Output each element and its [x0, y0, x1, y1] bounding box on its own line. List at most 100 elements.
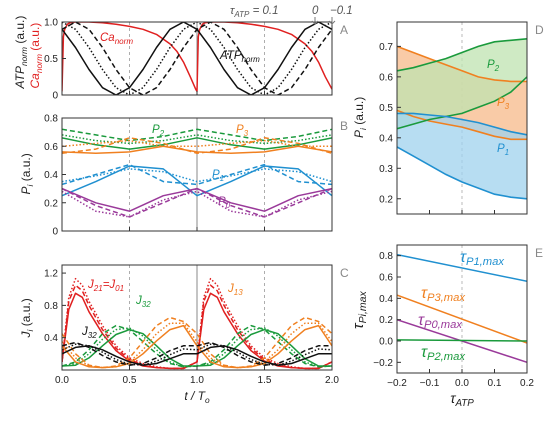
y-tick-label: 0.3 [379, 164, 393, 175]
annotation: J21=J01 [87, 279, 124, 293]
band-P2 [397, 38, 527, 129]
series-line [62, 292, 332, 370]
y-tick-label: 0.7 [379, 42, 393, 53]
annotation: τP0,max [418, 312, 462, 331]
annotation: τP2,max [421, 344, 465, 363]
y-axis-label: ATPnorm (a.u.) [13, 16, 29, 90]
annotation: τP1,max [460, 249, 504, 268]
y-tick-label: 1.2 [44, 269, 58, 280]
x-tick-label: 0.1 [488, 378, 502, 389]
y-tick-label: 0 [52, 91, 58, 102]
y-tick-label: 0.8 [44, 114, 58, 125]
band-edge-P2-lower [397, 76, 527, 130]
y-axis-label: τPi,max [350, 291, 369, 329]
annotation: J13 [227, 283, 243, 297]
series-line [62, 341, 332, 366]
band-edge-P1-upper [397, 112, 527, 136]
y-tick-label: 0.6 [379, 72, 393, 83]
band-edge-P3-upper [397, 45, 527, 83]
series-line [62, 187, 332, 212]
series-line [62, 345, 332, 366]
y-tick-label: 1.0 [44, 18, 58, 29]
x-tick-label: 1.0 [190, 375, 204, 386]
y-axis-label: Pi (a.u.) [352, 97, 368, 138]
panel-B: 0 0.2 0.4 0.6 0.8 B Pi (a.u.) P2 P3 P1 P0 [19, 114, 348, 238]
series-line [62, 137, 332, 155]
band-edge-P3-lower [397, 109, 527, 141]
x-tick-label: 0.0 [455, 378, 469, 389]
y-tick-label: 0.6 [379, 273, 393, 284]
annotation: τATP = 0.1 [230, 5, 278, 19]
x-tick-label: −0.2 [387, 378, 407, 389]
y-tick-label: 0.8 [379, 251, 393, 262]
annotation: P2 [487, 59, 500, 73]
y-tick-label: −0.2 [373, 358, 393, 369]
annotation: −0.1 [330, 5, 353, 17]
annotation: P1 [497, 143, 509, 157]
panel-letter: D [535, 23, 544, 37]
y-tick-label: 0.4 [379, 294, 393, 305]
band-P1 [397, 113, 527, 199]
series-line [62, 137, 332, 150]
series-line [62, 343, 332, 366]
arrow-head [328, 20, 336, 25]
annotation: P1 [212, 169, 224, 183]
annotation: τP3,max [421, 285, 465, 304]
panel-letter: A [340, 23, 348, 37]
series-line [62, 22, 332, 95]
annotation: P3 [497, 97, 510, 111]
x-tick-label: 2.0 [325, 375, 339, 386]
series-line [397, 294, 527, 344]
series-line [62, 22, 332, 95]
y-axis-label: Canorm (a.u.) [28, 23, 44, 89]
panel-letter: B [340, 119, 348, 133]
series-line [62, 134, 332, 145]
annotation: P2 [152, 124, 165, 138]
series-line [397, 339, 527, 342]
y-tick-label: 0.6 [44, 142, 58, 153]
panel-E: −0.2 0.0 0.2 0.4 0.6 0.8 −0.2 −0.1 0.0 0.1 0.2 EτPi… [350, 244, 543, 409]
y-tick-label: 0.4 [44, 170, 58, 181]
annotation: J32 [81, 326, 97, 340]
panel-letter: C [340, 266, 349, 280]
annotation: P3 [236, 124, 249, 138]
annotation: J32 [135, 295, 151, 309]
x-axis-label: t / To [184, 389, 210, 405]
series-line [62, 165, 332, 197]
annotation: Canorm [100, 32, 133, 46]
band-edge-P2-upper [397, 38, 527, 72]
annotation: ATPnorm [219, 50, 260, 64]
y-tick-label: 0.5 [44, 54, 58, 65]
y-tick-label: 0.8 [44, 301, 58, 312]
series-line [62, 168, 332, 183]
series-line [62, 145, 332, 155]
y-tick-label: 0.2 [44, 198, 58, 209]
y-tick-label: 0.0 [379, 337, 393, 348]
y-tick-label: 0 [52, 227, 58, 238]
series-line [397, 253, 527, 283]
panel-letter: E [535, 246, 543, 260]
annotation: 0 [312, 5, 319, 17]
x-axis-label: τATP [450, 390, 474, 409]
arrow-head [311, 20, 319, 25]
y-tick-label: 0.5 [379, 103, 393, 114]
panel-A: 0 0.5 1.0 A ATPnorm (a.u.)Canorm (a.u.) Canor… [13, 5, 353, 102]
y-axis-label: Ji (a.u.) [19, 298, 35, 338]
y-axis-label: Pi (a.u.) [19, 153, 35, 194]
panel-D: 0.2 0.3 0.4 0.5 0.6 0.7 D Pi (a.u.) P2 P3 P1 [352, 21, 544, 215]
x-tick-label: −0.1 [420, 378, 440, 389]
x-tick-label: 0.5 [123, 375, 137, 386]
x-tick-label: 1.5 [258, 375, 272, 386]
x-tick-label: 0.2 [520, 378, 534, 389]
y-tick-label: 0.2 [379, 315, 393, 326]
y-tick-label: 0.4 [44, 333, 58, 344]
annotation: P0 [218, 196, 231, 210]
x-tick-label: 0.0 [55, 375, 69, 386]
series-line [62, 322, 332, 369]
band-edge-P1-lower [397, 146, 527, 200]
panel-C: 0.4 0.8 1.2 0.0 0.5 1.0 1.5 2.0 C Ji (a.u.) t / To… [19, 264, 349, 405]
y-tick-label: 0.4 [379, 133, 393, 144]
y-tick-label: 0.2 [379, 194, 393, 205]
series-line [62, 22, 332, 93]
